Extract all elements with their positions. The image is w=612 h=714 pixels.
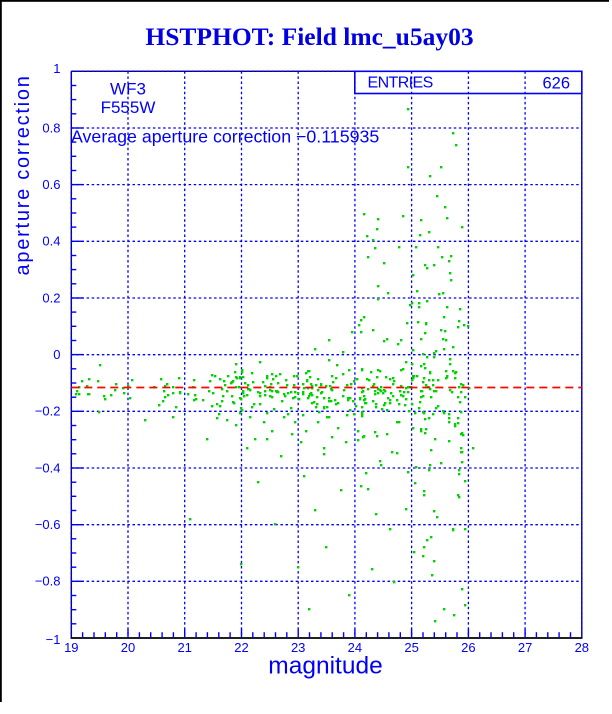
svg-text:aperture correction: aperture correction [12,74,34,275]
svg-text:626: 626 [542,74,570,92]
svg-text:23: 23 [291,640,305,655]
svg-text:25: 25 [404,640,418,655]
svg-text:−1: −1 [46,632,61,647]
svg-text:0.6: 0.6 [42,177,60,192]
svg-text:−0.6: −0.6 [35,517,61,532]
svg-text:0: 0 [53,347,60,362]
svg-text:ENTRIES: ENTRIES [368,75,433,92]
svg-text:19: 19 [64,640,78,655]
svg-text:F555W: F555W [101,98,156,117]
svg-text:24: 24 [348,640,362,655]
svg-text:1: 1 [53,61,60,76]
svg-text:HSTPHOT: Field lmc_u5ay03: HSTPHOT: Field lmc_u5ay03 [145,22,473,51]
svg-text:0.8: 0.8 [42,120,60,135]
svg-text:Average aperture correction −0: Average aperture correction −0.115935 [71,127,379,147]
svg-text:20: 20 [121,640,135,655]
svg-text:22: 22 [234,640,248,655]
svg-text:0.4: 0.4 [42,234,60,249]
svg-text:−0.8: −0.8 [35,574,61,589]
svg-text:28: 28 [575,640,589,655]
svg-text:0.2: 0.2 [42,290,60,305]
svg-text:26: 26 [461,640,475,655]
svg-text:27: 27 [518,640,532,655]
svg-text:−0.2: −0.2 [35,404,61,419]
svg-text:21: 21 [177,640,191,655]
svg-text:magnitude: magnitude [268,653,382,680]
svg-text:WF3: WF3 [110,80,146,99]
svg-text:−0.4: −0.4 [35,460,61,475]
